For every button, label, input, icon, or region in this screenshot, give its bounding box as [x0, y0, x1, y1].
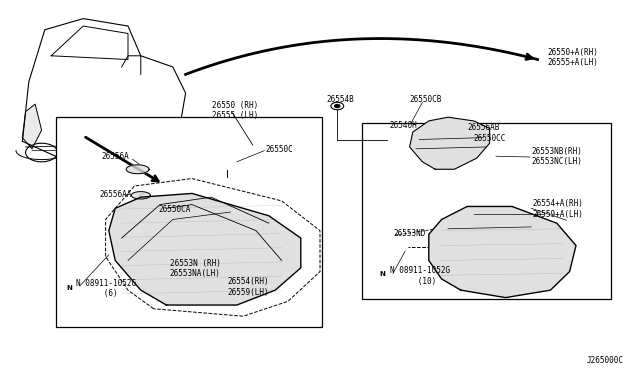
Circle shape — [390, 126, 397, 130]
Text: 26554B: 26554B — [326, 95, 354, 104]
Polygon shape — [126, 165, 149, 174]
Text: 26553NB(RH)
26553NC(LH): 26553NB(RH) 26553NC(LH) — [531, 147, 582, 166]
Text: N: N — [66, 285, 72, 291]
Circle shape — [443, 223, 449, 227]
Text: 26550+A(RH)
26555+A(LH): 26550+A(RH) 26555+A(LH) — [547, 48, 598, 67]
Text: 26540H: 26540H — [389, 121, 417, 130]
Polygon shape — [410, 117, 490, 169]
Polygon shape — [429, 206, 576, 298]
Text: 26553N (RH)
26553NA(LH): 26553N (RH) 26553NA(LH) — [170, 259, 220, 278]
Circle shape — [224, 164, 230, 167]
Text: J265000C: J265000C — [587, 356, 624, 365]
Polygon shape — [109, 193, 301, 305]
Text: 26556AA: 26556AA — [99, 190, 132, 199]
Text: N: N — [379, 271, 385, 277]
FancyBboxPatch shape — [362, 123, 611, 299]
Text: 26550CA: 26550CA — [158, 205, 191, 214]
Circle shape — [335, 105, 340, 108]
Text: 26550CC: 26550CC — [474, 134, 506, 143]
Text: 26554(RH)
26559(LH): 26554(RH) 26559(LH) — [227, 278, 269, 297]
Circle shape — [460, 131, 466, 135]
Circle shape — [110, 252, 114, 254]
Text: 26556AB: 26556AB — [467, 123, 500, 132]
Text: N 08911-1052G
      (10): N 08911-1052G (10) — [390, 266, 451, 286]
Text: 26553ND: 26553ND — [394, 229, 426, 238]
Polygon shape — [131, 192, 150, 199]
Text: 26550C: 26550C — [266, 145, 293, 154]
FancyBboxPatch shape — [56, 117, 322, 327]
Text: N 08911-1052G
      (6): N 08911-1052G (6) — [76, 279, 136, 298]
Circle shape — [406, 248, 410, 250]
Text: 26554+A(RH)
26559+A(LH): 26554+A(RH) 26559+A(LH) — [532, 199, 583, 219]
Circle shape — [418, 131, 423, 134]
Polygon shape — [22, 104, 42, 149]
Text: 26556A: 26556A — [101, 153, 129, 161]
Text: 26550CB: 26550CB — [410, 95, 442, 104]
Text: 26550 (RH)
26555 (LH): 26550 (RH) 26555 (LH) — [212, 101, 259, 120]
